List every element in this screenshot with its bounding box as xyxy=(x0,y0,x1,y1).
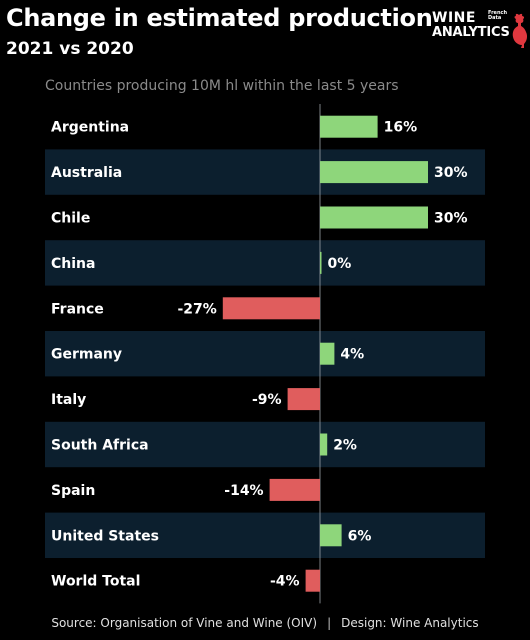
chart-title: Change in estimated production xyxy=(6,4,433,32)
bar xyxy=(320,251,322,274)
row-band xyxy=(45,240,485,286)
chart-note: Countries producing 10M hl within the la… xyxy=(45,78,399,94)
category-label: China xyxy=(51,256,95,272)
data-label: -27% xyxy=(177,301,216,317)
category-label: Spain xyxy=(51,483,95,499)
footer-design: Design: Wine Analytics xyxy=(341,616,479,630)
logo-text-analytics: ANALYTICS xyxy=(432,25,510,40)
footer: Source: Organisation of Vine and Wine (O… xyxy=(0,616,530,630)
wine-analytics-logo: WINE French Data ANALYTICS xyxy=(432,10,528,50)
category-label: Argentina xyxy=(51,120,129,136)
data-label: 30% xyxy=(434,211,468,227)
category-label: Chile xyxy=(51,211,90,227)
data-label: 2% xyxy=(333,438,357,454)
category-label: Germany xyxy=(51,347,122,363)
data-label: 6% xyxy=(348,528,372,544)
logo-text-wine: WINE xyxy=(432,10,476,26)
data-label: 16% xyxy=(384,120,418,136)
data-label: -4% xyxy=(270,574,300,590)
bar xyxy=(320,342,335,365)
footer-source: Source: Organisation of Vine and Wine (O… xyxy=(51,616,318,630)
bar xyxy=(305,569,320,592)
row-band xyxy=(45,331,485,377)
footer-separator: | xyxy=(327,616,332,630)
bar xyxy=(287,388,320,411)
data-label: -14% xyxy=(224,483,263,499)
bar xyxy=(320,161,428,184)
category-label: France xyxy=(51,301,104,317)
row-band xyxy=(45,512,485,558)
data-label: 30% xyxy=(434,165,468,181)
category-label: South Africa xyxy=(51,438,149,454)
category-label: Italy xyxy=(51,392,86,408)
bar xyxy=(320,206,428,229)
data-label: -9% xyxy=(252,392,282,408)
data-label: 0% xyxy=(328,256,352,272)
data-label: 4% xyxy=(340,347,364,363)
category-label: United States xyxy=(51,528,159,544)
chart-subtitle: 2021 vs 2020 xyxy=(6,39,134,59)
bar xyxy=(269,478,320,501)
category-label: World Total xyxy=(51,574,140,590)
bar xyxy=(320,115,378,138)
rooster-icon xyxy=(512,13,528,48)
logo-tagline: French Data xyxy=(488,10,508,21)
bar xyxy=(222,297,320,320)
category-label: Australia xyxy=(51,165,122,181)
bar xyxy=(320,433,328,456)
row-band xyxy=(45,421,485,468)
bar xyxy=(320,524,342,547)
